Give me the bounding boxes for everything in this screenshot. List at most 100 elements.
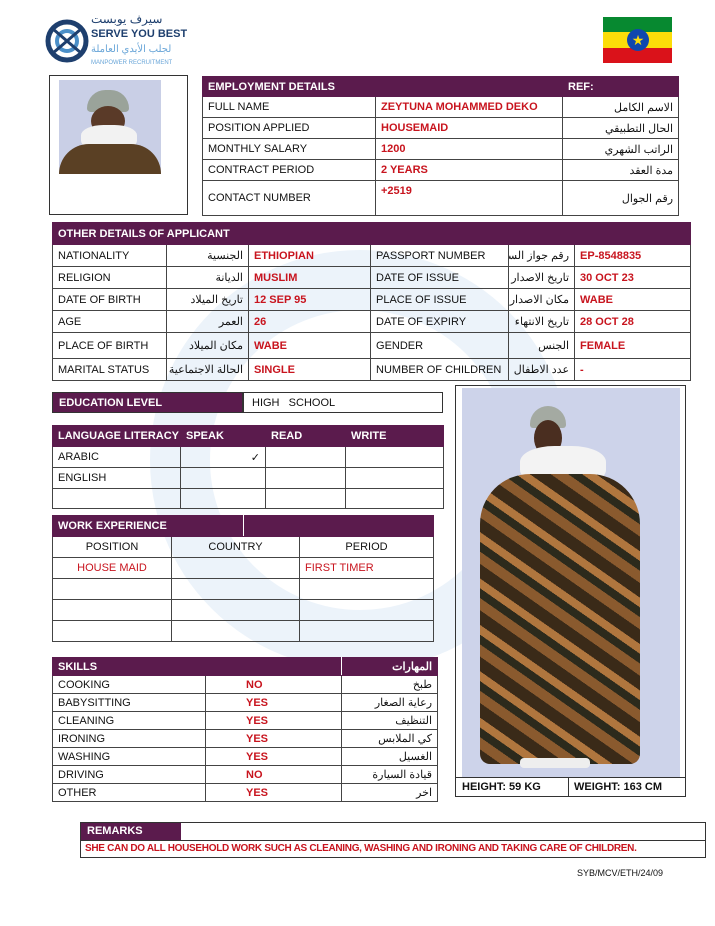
remarks-text: SHE CAN DO ALL HOUSEHOLD WORK SUCH AS CL… (85, 843, 637, 854)
logo-knot-icon (45, 19, 89, 63)
detail-v1: SINGLE (247, 358, 372, 381)
detail-v1: 26 (247, 310, 372, 333)
detail-l1: NATIONALITY (52, 244, 167, 267)
table-row: PLACE OF BIRTH مكان الميلاد WABE GENDER الجن… (52, 332, 692, 359)
detail-v2: 28 OCT 28 (574, 310, 692, 333)
skill-row: OTHER YES اخر (52, 783, 439, 802)
skill-row: WASHING YES الغسيل (52, 747, 439, 766)
education-value: HIGH SCHOOL (243, 392, 443, 413)
detail-a2: عدد الاطفال (508, 358, 576, 381)
other-details-title: OTHER DETAILS OF APPLICANT (51, 222, 372, 245)
header-country: COUNTRY (170, 536, 301, 558)
detail-v1: MUSLIM (247, 266, 372, 289)
remarks-box: REMARKS SHE CAN DO ALL HOUSEHOLD WORK SU… (80, 822, 706, 858)
detail-l1: PLACE OF BIRTH (52, 332, 167, 359)
table-row: AGE العمر 26 DATE OF EXPIRY تاريخ الانتهاء 28… (52, 310, 692, 333)
position-value: HOUSEMAID (374, 117, 564, 139)
skill-arabic: رعاية الصغار (341, 693, 439, 712)
row-arabic: الاسم الكامل (562, 96, 680, 118)
salary-value: 1200 (374, 138, 564, 160)
write-cell (345, 467, 444, 489)
table-row: ARABIC ✓ (52, 446, 444, 468)
detail-l1: DATE OF BIRTH (52, 288, 167, 311)
table-row: RELIGION الديانة MUSLIM DATE OF ISSUE تاريخ … (52, 266, 692, 289)
detail-l1: AGE (52, 310, 167, 333)
work-position: HOUSE MAID (52, 557, 172, 579)
table-row: CONTACT NUMBER +2519 رقم الجوال (202, 180, 680, 216)
weight-value: WEIGHT: 163 CM (574, 781, 663, 793)
logo-arabic: سيرف يوبست (91, 12, 163, 26)
skill-arabic: التنظيف (341, 711, 439, 730)
work-period: FIRST TIMER (299, 557, 435, 579)
row-label: POSITION APPLIED (202, 117, 376, 139)
row-label: CONTRACT PERIOD (202, 159, 376, 181)
skills-table: SKILLS المهارات COOKING NO طبخ BABYSITTING YE… (51, 657, 439, 802)
detail-l2: PLACE OF ISSUE (370, 288, 510, 311)
detail-v1: 12 SEP 95 (247, 288, 372, 311)
row-label: FULL NAME (202, 96, 376, 118)
detail-l1: MARITAL STATUS (52, 358, 167, 381)
detail-l2: GENDER (370, 332, 510, 359)
read-cell (265, 467, 346, 489)
skill-name: IRONING (52, 729, 206, 748)
skill-name: BABYSITTING (52, 693, 206, 712)
table-row: FULL NAME ZEYTUNA MOHAMMED DEKO الاسم الكا… (202, 96, 680, 118)
contract-value: 2 YEARS (374, 159, 564, 181)
row-label: MONTHLY SALARY (202, 138, 376, 160)
table-row: NATIONALITY الجنسية ETHIOPIAN PASSPORT NUMB… (52, 244, 692, 267)
skill-arabic: طبخ (341, 675, 439, 694)
header-language: LANGUAGE LITERACY (52, 425, 181, 447)
row-arabic: الراتب الشهري (562, 138, 680, 160)
detail-a2: تاريخ الانتهاء (508, 310, 576, 333)
detail-l2: NUMBER OF CHILDREN (370, 358, 510, 381)
header-write: WRITE (345, 425, 444, 447)
write-cell (345, 446, 444, 468)
table-row: MONTHLY SALARY 1200 الراتب الشهري (202, 138, 680, 160)
language-name: ENGLISH (52, 467, 181, 489)
flag-star-icon: ★ (627, 29, 649, 51)
table-row: ENGLISH (52, 467, 444, 489)
skill-arabic: الغسيل (341, 747, 439, 766)
detail-a2: مكان الاصدار (508, 288, 576, 311)
work-country (170, 557, 301, 579)
full-photo-frame: HEIGHT: 59 KG WEIGHT: 163 CM (455, 385, 686, 797)
detail-v1: WABE (247, 332, 372, 359)
full-body-photo (462, 388, 680, 778)
ethiopia-flag: ★ (603, 17, 672, 63)
skill-value: NO (204, 675, 343, 694)
full-name-value: ZEYTUNA MOHAMMED DEKO (374, 96, 564, 118)
detail-v2: 30 OCT 23 (574, 266, 692, 289)
detail-a1: مكان الميلاد (166, 332, 249, 359)
language-literacy-table: LANGUAGE LITERACY SPEAK READ WRITE ARABIC ✓ … (52, 425, 444, 509)
detail-a1: الديانة (166, 266, 249, 289)
table-row: DATE OF BIRTH تاريخ الميلاد 12 SEP 95 PLACE… (52, 288, 692, 311)
detail-l2: DATE OF ISSUE (370, 266, 510, 289)
table-row: HOUSE MAID FIRST TIMER (52, 557, 435, 579)
skill-value: YES (204, 747, 343, 766)
skill-row: CLEANING YES التنظيف (52, 711, 439, 730)
row-arabic: الحال التطبيقي (562, 117, 680, 139)
contact-value: +2519 (374, 180, 564, 216)
header-position: POSITION (52, 536, 172, 558)
detail-a1: الحالة الاجتماعية (166, 358, 249, 381)
detail-v2: FEMALE (574, 332, 692, 359)
detail-l2: DATE OF EXPIRY (370, 310, 510, 333)
height-value: HEIGHT: 59 KG (462, 781, 541, 793)
skill-row: DRIVING NO قيادة السيارة (52, 765, 439, 784)
row-arabic: رقم الجوال (562, 180, 680, 216)
skill-name: COOKING (52, 675, 206, 694)
detail-v2: - (574, 358, 692, 381)
logo-name: SERVE YOU BEST (91, 28, 188, 40)
skill-name: CLEANING (52, 711, 206, 730)
skill-row: IRONING YES كي الملابس (52, 729, 439, 748)
skill-value: YES (204, 783, 343, 802)
speak-cell (180, 467, 266, 489)
logo-arabic-sub: لجلب الأيدي العاملة (91, 44, 172, 55)
table-row (52, 488, 444, 509)
header-read: READ (265, 425, 346, 447)
passport-photo-frame (49, 75, 188, 215)
detail-a2: تاريخ الاصدار (508, 266, 576, 289)
skill-arabic: كي الملابس (341, 729, 439, 748)
skill-value: YES (204, 729, 343, 748)
skills-arabic-title: المهارات (341, 657, 439, 676)
